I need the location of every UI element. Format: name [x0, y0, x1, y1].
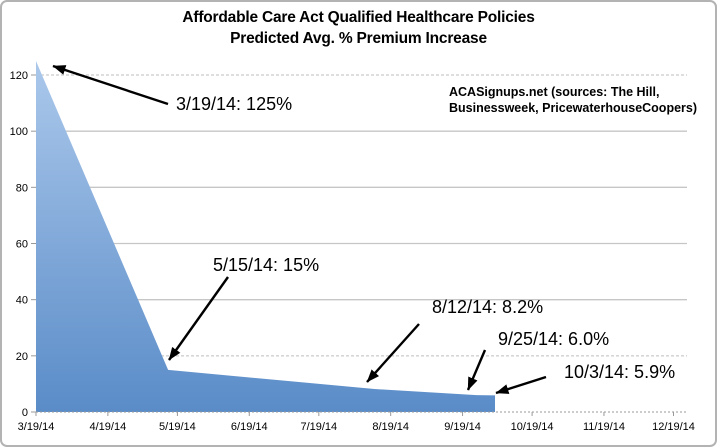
y-axis-label: 80 [16, 182, 28, 194]
x-axis-label: 11/19/14 [583, 421, 625, 433]
y-axis-label: 120 [10, 70, 28, 82]
area-series [36, 61, 495, 412]
y-axis-label: 40 [16, 295, 28, 307]
y-axis-label: 100 [10, 126, 28, 138]
annotation-label-4: 10/3/14: 5.9% [564, 362, 675, 382]
x-axis-label: 9/19/14 [444, 421, 481, 433]
y-axis-label: 0 [22, 407, 28, 419]
x-axis-label: 7/19/14 [300, 421, 337, 433]
x-axis-label: 10/19/14 [511, 421, 554, 433]
annotation-arrow-1 [168, 276, 229, 361]
x-axis-label: 4/19/14 [90, 421, 127, 433]
annotation-label-2: 8/12/14: 8.2% [432, 297, 543, 317]
annotation-label-0: 3/19/14: 125% [176, 94, 292, 114]
x-axis-label: 12/19/14 [652, 421, 695, 433]
annotation-label-1: 5/15/14: 15% [213, 255, 319, 275]
x-axis-label: 3/19/14 [18, 421, 55, 433]
annotation-label-3: 9/25/14: 6.0% [498, 329, 609, 349]
y-axis-label: 60 [16, 239, 28, 251]
annotation-arrow-4 [495, 375, 547, 395]
chart-title-line2: Predicted Avg. % Premium Increase [230, 30, 487, 47]
source-note-line1: ACASignups.net (sources: The Hill, [449, 85, 660, 99]
x-axis-label: 8/19/14 [372, 421, 409, 433]
x-axis-label: 5/19/14 [159, 421, 196, 433]
source-note-line2: Businessweek, PricewaterhouseCoopers) [449, 101, 698, 115]
annotation-arrow-2 [366, 323, 420, 383]
chart-title: Affordable Care Act Qualified Healthcare… [0, 7, 717, 49]
annotation-arrow-0 [52, 64, 169, 106]
annotation-arrow-3 [466, 349, 487, 391]
y-axis-label: 20 [16, 351, 28, 363]
source-note: ACASignups.net (sources: The Hill, Busin… [449, 84, 697, 116]
x-axis-label: 6/19/14 [231, 421, 268, 433]
chart-title-line1: Affordable Care Act Qualified Healthcare… [182, 9, 535, 26]
